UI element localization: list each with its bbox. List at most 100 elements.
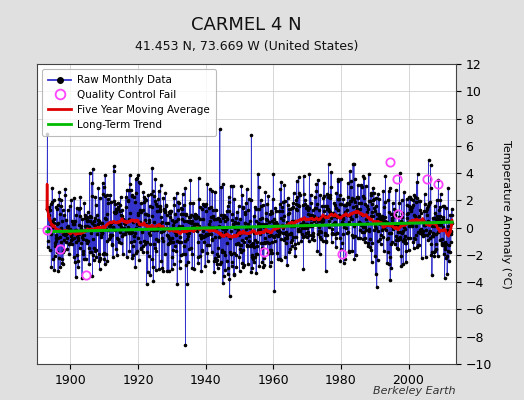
Point: [212, 225, 220, 231]
Point: [184, 219, 193, 226]
Point: [190, 212, 198, 219]
Point: [376, 236, 384, 243]
Point: [373, 211, 381, 218]
Point: [412, 199, 421, 206]
Point: [84, 245, 93, 251]
Point: [331, 231, 339, 237]
Point: [408, 217, 416, 224]
Point: [108, 232, 116, 239]
Point: [216, 261, 225, 268]
Point: [188, 265, 196, 272]
Point: [305, 231, 313, 238]
Point: [344, 229, 353, 236]
Point: [170, 228, 179, 235]
Point: [137, 208, 146, 215]
Point: [268, 250, 276, 256]
Point: [432, 231, 440, 237]
Point: [97, 219, 106, 226]
Point: [388, 222, 397, 229]
Point: [331, 234, 340, 241]
Point: [229, 221, 237, 227]
Point: [58, 207, 67, 213]
Point: [274, 232, 282, 239]
Point: [177, 238, 185, 245]
Point: [56, 233, 64, 240]
Point: [260, 224, 268, 230]
Point: [263, 201, 271, 207]
Point: [417, 254, 425, 261]
Point: [356, 182, 365, 188]
Point: [264, 192, 272, 199]
Point: [314, 224, 323, 230]
Point: [100, 184, 108, 190]
Point: [222, 232, 230, 238]
Point: [147, 204, 156, 210]
Point: [54, 255, 63, 261]
Point: [269, 216, 278, 222]
Point: [128, 243, 137, 250]
Point: [346, 216, 355, 222]
Point: [446, 231, 455, 237]
Point: [206, 230, 215, 237]
Point: [73, 252, 81, 258]
Point: [347, 198, 355, 204]
Point: [417, 210, 425, 216]
Point: [365, 170, 373, 177]
Point: [194, 238, 202, 245]
Point: [172, 232, 180, 238]
Point: [238, 205, 247, 211]
Point: [372, 203, 380, 210]
Point: [282, 240, 290, 246]
Point: [346, 184, 355, 190]
Point: [345, 248, 353, 255]
Point: [367, 190, 376, 196]
Point: [428, 233, 436, 240]
Point: [140, 195, 149, 202]
Point: [210, 215, 218, 222]
Point: [425, 228, 434, 234]
Point: [151, 267, 160, 274]
Point: [266, 246, 275, 253]
Point: [158, 228, 167, 235]
Point: [284, 202, 292, 208]
Point: [312, 188, 320, 194]
Point: [53, 234, 62, 241]
Point: [442, 241, 450, 247]
Point: [361, 235, 369, 242]
Point: [163, 268, 171, 274]
Point: [296, 223, 304, 230]
Point: [224, 202, 232, 209]
Point: [342, 212, 351, 218]
Point: [400, 189, 408, 195]
Point: [81, 215, 89, 221]
Point: [348, 195, 356, 202]
Point: [211, 188, 219, 195]
Point: [82, 214, 90, 220]
Point: [91, 215, 99, 222]
Point: [421, 218, 430, 225]
Point: [118, 216, 127, 222]
Point: [322, 191, 331, 198]
Point: [256, 225, 264, 232]
Point: [153, 227, 161, 233]
Point: [260, 255, 268, 261]
Point: [378, 217, 386, 224]
Point: [281, 198, 289, 204]
Point: [94, 220, 102, 227]
Point: [398, 229, 406, 236]
Point: [224, 208, 233, 214]
Point: [215, 126, 224, 133]
Point: [130, 233, 139, 239]
Point: [180, 218, 188, 224]
Point: [354, 194, 363, 200]
Point: [68, 240, 77, 247]
Point: [79, 251, 87, 257]
Point: [166, 237, 174, 244]
Point: [68, 228, 77, 234]
Point: [113, 235, 122, 241]
Point: [285, 210, 293, 216]
Point: [380, 204, 388, 210]
Point: [129, 251, 137, 258]
Point: [425, 201, 433, 208]
Point: [396, 234, 405, 240]
